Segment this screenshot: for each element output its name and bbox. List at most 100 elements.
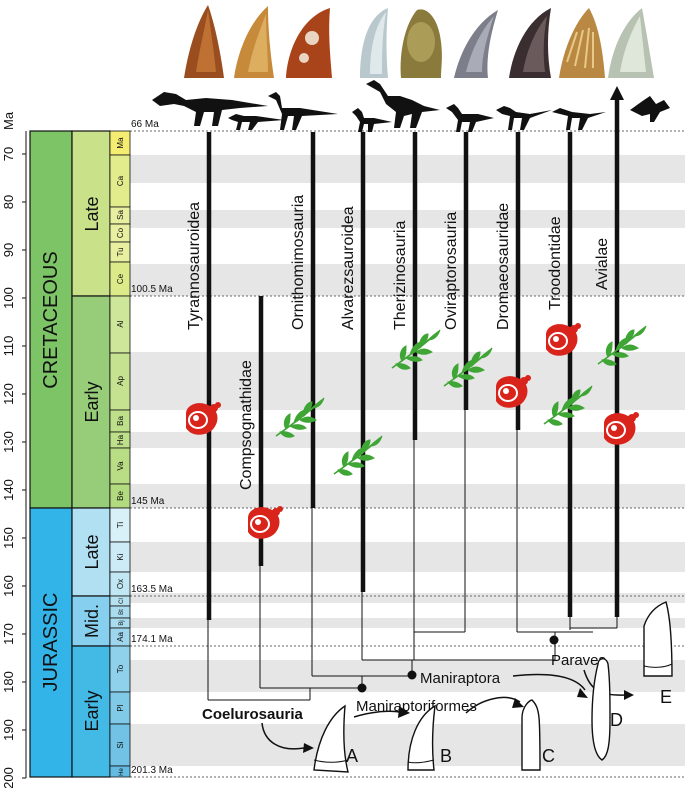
- clade-label: Therizinosauria: [392, 221, 409, 330]
- clade-label: Compsognathidae: [238, 360, 255, 490]
- alvarezsaur-silhouette: [352, 108, 392, 132]
- axis-tick: 80: [1, 195, 16, 209]
- epoch-early-jurassic: [71, 645, 111, 778]
- meat-icon: [247, 505, 284, 540]
- tooth-label: D: [610, 710, 623, 730]
- background-bands: [118, 155, 685, 766]
- stage-label: Ca: [116, 175, 125, 186]
- axis-tick: 150: [1, 527, 16, 549]
- meat-icon: [545, 322, 582, 357]
- tyrannosaur-silhouette: [152, 92, 268, 126]
- tooth-photo-ornithomimosaur: [282, 2, 334, 78]
- stage-label: Pl: [116, 704, 125, 711]
- node-maniraptora: [407, 670, 417, 680]
- epoch-label: Mid.: [82, 604, 102, 638]
- arrow-up-icon: [610, 86, 624, 100]
- meat-icon: [185, 401, 222, 436]
- clade-label: Alvarezsauroidea: [340, 206, 357, 330]
- period-label: JURASSIC: [40, 593, 62, 692]
- stage-label: Al: [116, 320, 125, 327]
- period-label: CRETACEOUS: [40, 251, 62, 388]
- stage-label: Ce: [116, 273, 125, 284]
- age-axis: Ma 70 80 90 100 110 120 130 140 150 160 …: [1, 111, 27, 788]
- period-column: [29, 130, 73, 778]
- phylogeny-branches: [207, 410, 618, 701]
- tooth-drawing-c: [521, 699, 541, 771]
- axis-unit: Ma: [1, 111, 16, 130]
- axis-tick: 90: [1, 243, 16, 257]
- epoch-label: Late: [82, 534, 102, 569]
- tooth-photo-troodontid: [555, 2, 607, 78]
- stage-label: Tu: [116, 247, 125, 256]
- clade-label: Avialae: [594, 238, 611, 290]
- axis-tick: 190: [1, 719, 16, 741]
- stage-label: Ki: [116, 553, 125, 560]
- period-cretaceous: [29, 130, 73, 509]
- boundary-label: 145 Ma: [131, 496, 165, 507]
- epoch-late-jurassic: [71, 507, 111, 597]
- boundary-label: 201.3 Ma: [131, 765, 173, 776]
- tooth-label: C: [542, 746, 555, 766]
- stage-label: Ha: [116, 434, 125, 445]
- stage-label: Ma: [116, 137, 125, 149]
- axis-tick: 120: [1, 383, 16, 405]
- clade-label: Dromaeosauridae: [495, 203, 512, 330]
- axis-tick: 100: [1, 287, 16, 309]
- clade-label: Ornithomimosauria: [290, 195, 307, 330]
- axis-tick: 70: [1, 147, 16, 161]
- stage-column: [109, 130, 131, 778]
- stage-label: Bj: [119, 620, 125, 625]
- boundary-label: 163.5 Ma: [131, 584, 173, 595]
- troodontid-silhouette: [552, 108, 606, 130]
- stage-label: Bt: [119, 609, 125, 615]
- axis-tick: 110: [1, 336, 16, 357]
- stage-label: He: [119, 768, 125, 776]
- epoch-label: Early: [82, 381, 102, 422]
- stage-label: Aa: [116, 632, 125, 642]
- clade-range-bars: [206, 98, 620, 620]
- clade-label: Oviraptorosauria: [443, 212, 460, 330]
- epoch-label: Late: [82, 196, 102, 231]
- boundary-lines: [130, 130, 685, 778]
- ornithomimosaur-silhouette: [268, 92, 338, 130]
- tooth-label: A: [346, 746, 358, 766]
- node-label-paraves: Paraves: [551, 652, 606, 669]
- tooth-drawing-e: [643, 601, 673, 677]
- axis-tick: 140: [1, 479, 16, 501]
- period-jurassic: [29, 507, 73, 778]
- axis-tick: 160: [1, 575, 16, 597]
- tooth-label: B: [440, 746, 452, 766]
- dromaeosaurid-silhouette: [496, 106, 552, 130]
- stage-label: Co: [116, 227, 125, 238]
- stage-label: Ti: [116, 522, 125, 529]
- node-label-maniraptora: Maniraptora: [420, 670, 501, 687]
- stage-label: Va: [116, 461, 125, 471]
- epoch-label: Early: [82, 690, 102, 731]
- epoch-late-cretaceous: [71, 130, 111, 297]
- boundary-label: 66 Ma: [131, 119, 159, 130]
- boundary-label: 100.5 Ma: [131, 284, 173, 295]
- tooth-photo-oviraptorosaur: [450, 2, 502, 78]
- stage-label: Ap: [116, 376, 125, 386]
- tooth-drawing-a: [313, 704, 349, 773]
- axis-tick: 180: [1, 671, 16, 693]
- tooth-photo-compsognathid: [228, 2, 280, 78]
- compsognathid-silhouette: [228, 114, 284, 130]
- epoch-column: [71, 130, 111, 778]
- avialan-silhouette: [630, 96, 670, 122]
- tooth-drawing-d: [591, 658, 611, 761]
- stage-label: Sa: [116, 210, 125, 220]
- node-label-coelurosauria: Coelurosauria: [202, 706, 304, 723]
- stage-label: Cl: [119, 598, 125, 604]
- tooth-photo-dromaeosaurid: [505, 2, 557, 78]
- tooth-photo-tyrannosauroid: [178, 2, 230, 78]
- axis-tick: 130: [1, 431, 16, 453]
- axis-tick: 200: [1, 767, 16, 788]
- stage-label: To: [116, 664, 125, 673]
- stage-label: Si: [116, 741, 125, 748]
- node-paraves: [549, 635, 559, 645]
- therizinosaur-silhouette: [366, 80, 440, 128]
- clade-label: Troodontidae: [547, 216, 564, 310]
- tooth-label: E: [660, 687, 672, 707]
